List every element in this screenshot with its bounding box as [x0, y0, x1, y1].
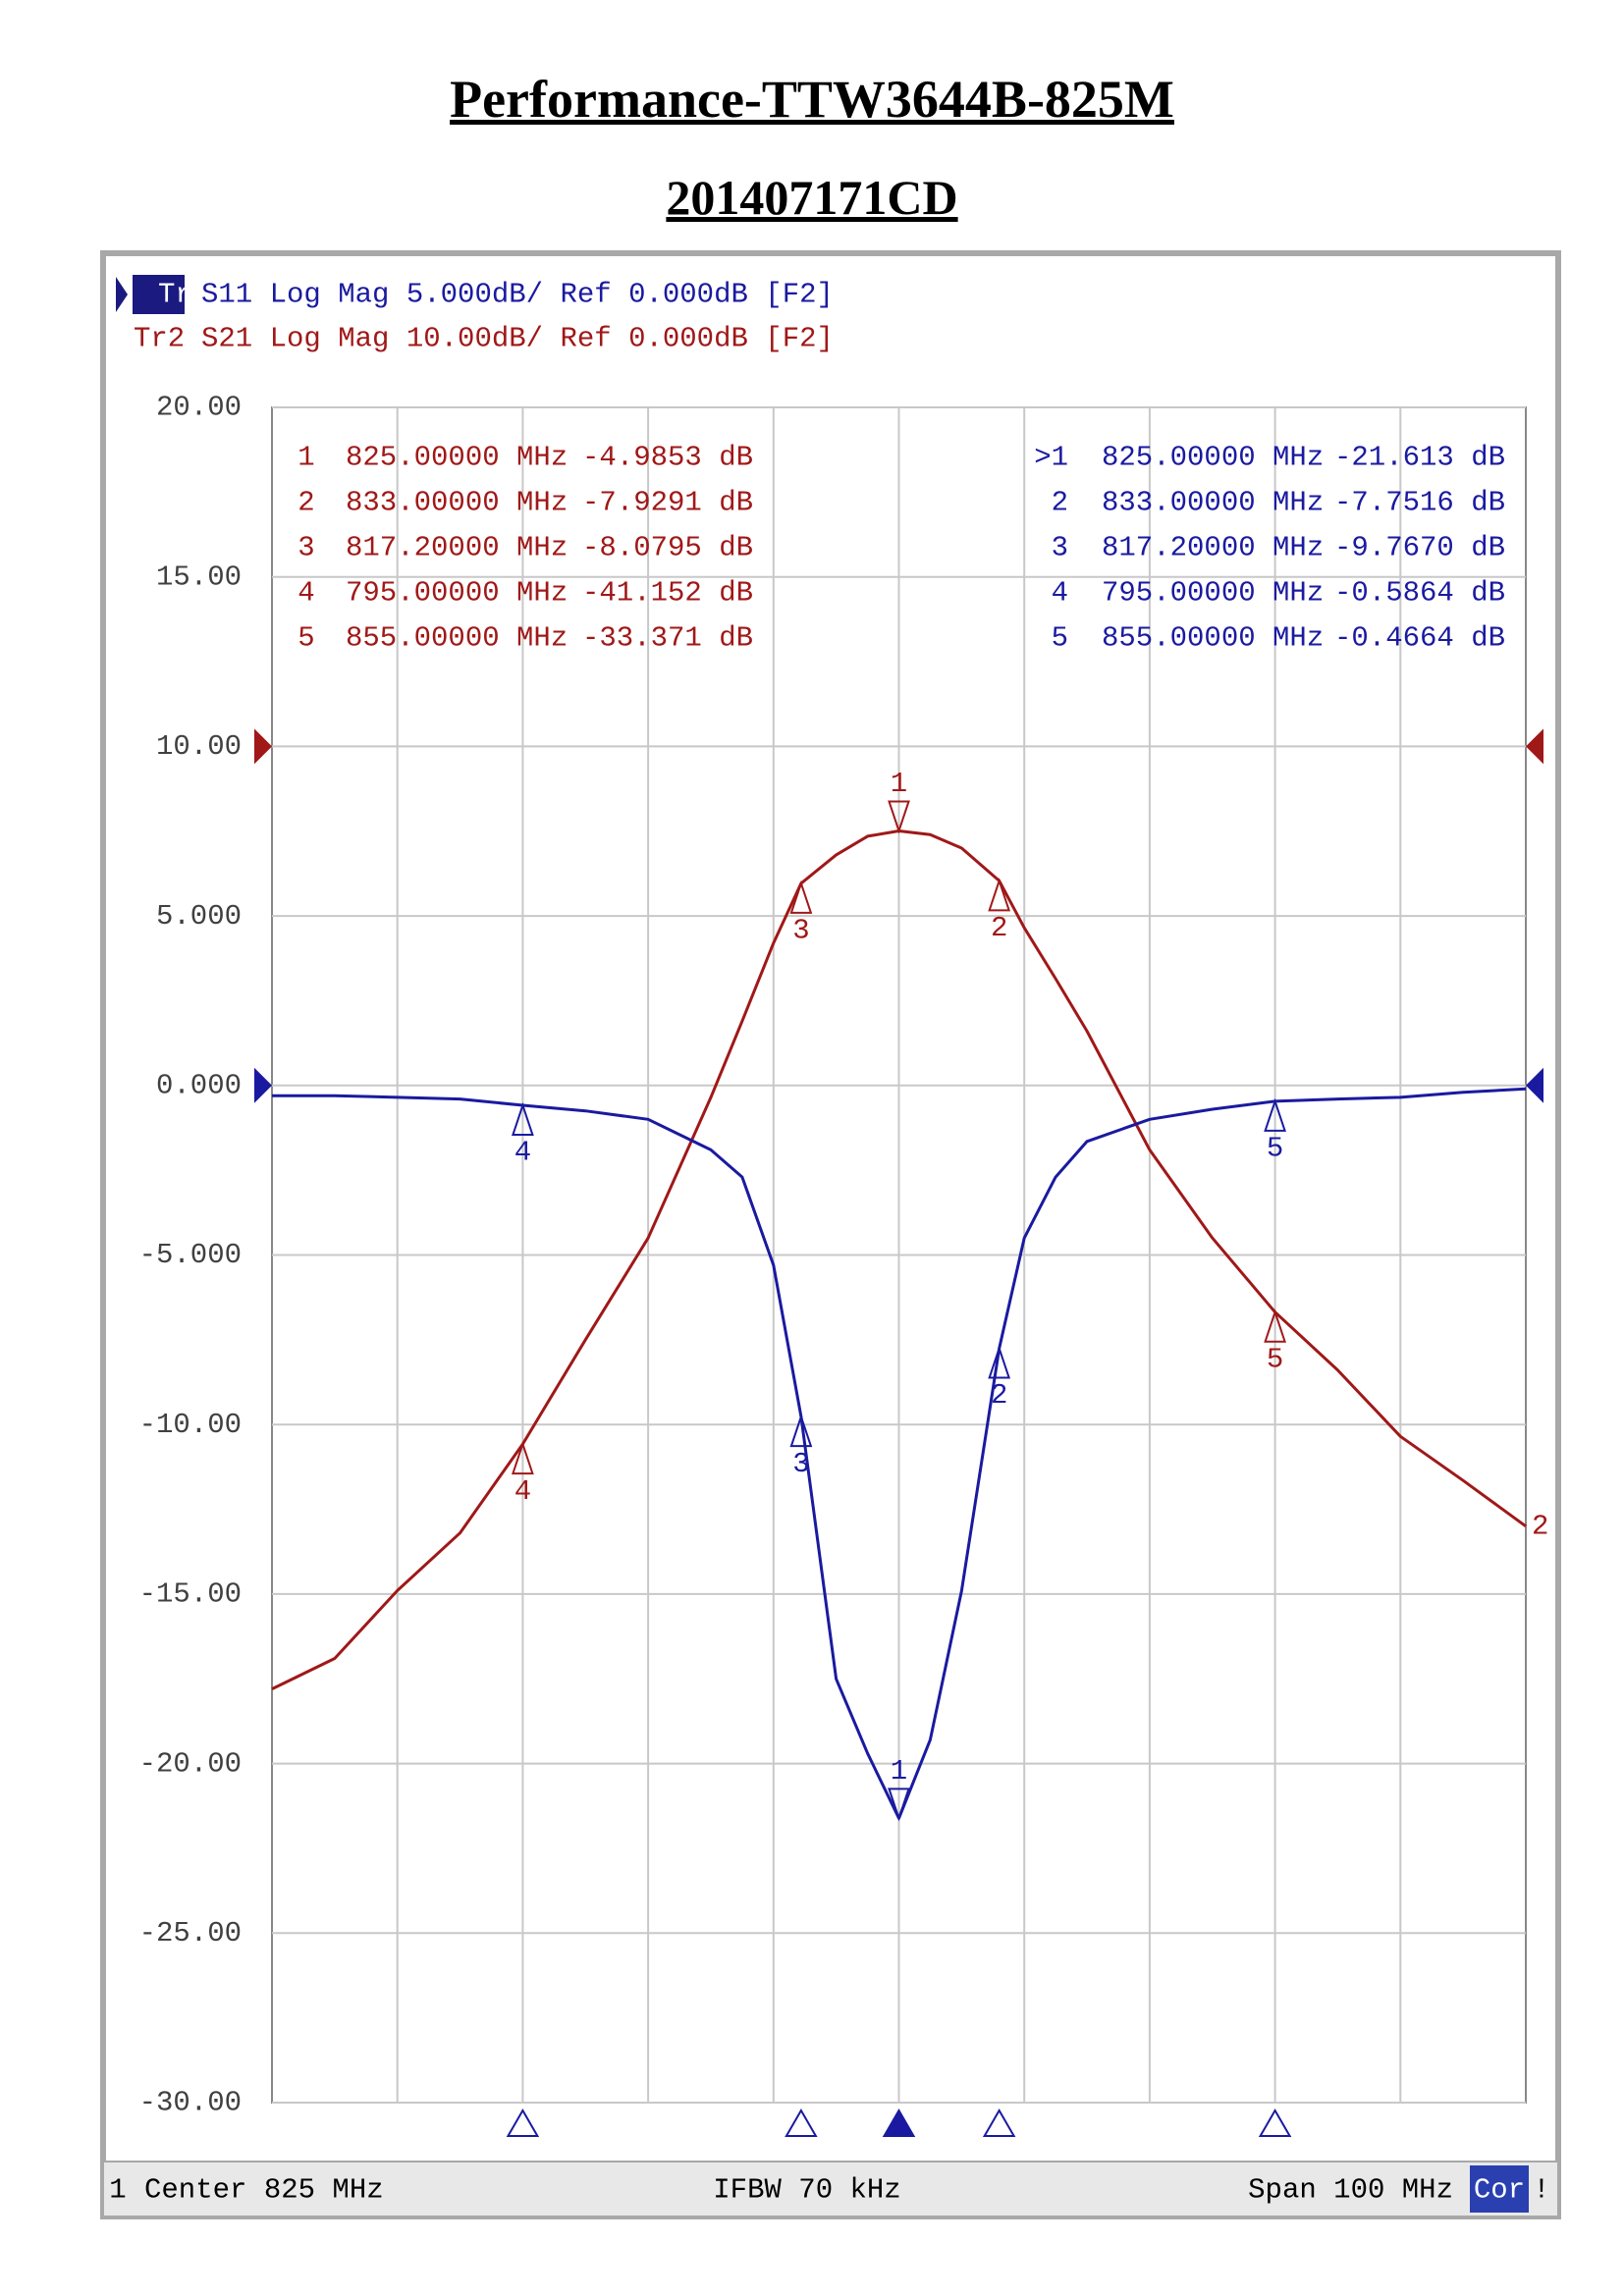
marker-table-value: -7.9291 dB — [582, 487, 753, 519]
trace-description: S11 Log Mag 5.000dB/ Ref 0.000dB [F2] — [201, 279, 834, 311]
marker-table-freq: 795.00000 MHz — [346, 577, 568, 610]
y-tick-label: -10.00 — [139, 1409, 242, 1441]
trace-end-label: 2 — [1532, 1510, 1548, 1542]
marker-table-id: 5 — [298, 622, 314, 655]
marker-table-id: >1 — [1034, 442, 1068, 474]
y-tick-label: -20.00 — [139, 1747, 242, 1780]
marker-table-id: 4 — [1052, 577, 1068, 610]
marker — [512, 1440, 534, 1475]
marker-table-value: -33.371 dB — [582, 622, 753, 655]
marker-table-freq: 855.00000 MHz — [346, 622, 568, 655]
marker-table-value: -7.7516 dB — [1334, 487, 1505, 519]
correction: Cor — [1474, 2174, 1525, 2207]
marker-table-value: -8.0795 dB — [582, 532, 753, 564]
marker-label: 3 — [792, 915, 809, 947]
y-tick-label: -5.000 — [139, 1239, 242, 1271]
marker-label: 5 — [1267, 1133, 1283, 1165]
marker-table-value: -4.9853 dB — [582, 442, 753, 474]
marker-table-value: -0.5864 dB — [1334, 577, 1505, 610]
y-tick-label: 0.000 — [156, 1069, 242, 1101]
marker — [789, 1413, 813, 1448]
marker-label: 2 — [991, 912, 1007, 944]
marker-table-id: 2 — [298, 487, 314, 519]
marker-table-freq: 795.00000 MHz — [1102, 577, 1324, 610]
y-tick-label: 15.00 — [156, 561, 242, 593]
marker — [988, 878, 1011, 912]
marker — [789, 880, 813, 914]
marker-table-id: 3 — [1052, 532, 1068, 564]
ref-marker — [254, 728, 272, 765]
marker-table-id: 4 — [298, 577, 314, 610]
status: ! — [1533, 2174, 1549, 2207]
marker-table-freq: 825.00000 MHz — [346, 442, 568, 474]
marker-label: 3 — [792, 1448, 809, 1480]
marker-label: 1 — [891, 1755, 907, 1788]
y-tick-label: -15.00 — [139, 1578, 242, 1611]
active-trace-box — [133, 275, 185, 314]
marker — [1264, 1308, 1286, 1343]
ref-marker — [1526, 728, 1543, 765]
y-tick-label: 20.00 — [156, 392, 242, 424]
chart-title: Performance-TTW3644B-825M — [450, 70, 1174, 129]
y-tick-label: 5.000 — [156, 900, 242, 933]
marker — [888, 1788, 910, 1822]
marker-table-freq: 833.00000 MHz — [346, 487, 568, 519]
y-tick-label: 10.00 — [156, 730, 242, 763]
marker-table-value: -9.7670 dB — [1334, 532, 1505, 564]
marker-table-id: 5 — [1052, 622, 1068, 655]
marker — [1264, 1097, 1286, 1132]
status-bar — [102, 2161, 1559, 2217]
stimulus-marker — [982, 2108, 1016, 2137]
span: Span 100 MHz — [1248, 2174, 1453, 2207]
marker-table-freq: 855.00000 MHz — [1102, 622, 1324, 655]
trace-name: Tr1 — [158, 279, 209, 311]
y-tick-label: -25.00 — [139, 1917, 242, 1949]
marker-table-freq: 825.00000 MHz — [1102, 442, 1324, 474]
marker-table-value: -0.4664 dB — [1334, 622, 1505, 655]
ifbw: IFBW 70 kHz — [713, 2174, 900, 2207]
marker-table-value: -41.152 dB — [582, 577, 753, 610]
marker-label: 5 — [1267, 1343, 1283, 1375]
marker-table-id: 1 — [298, 442, 314, 474]
chart-subtitle: 201407171CD — [666, 170, 958, 225]
ref-marker — [1526, 1067, 1543, 1103]
ref-marker — [254, 1067, 272, 1103]
marker-table-id: 3 — [298, 532, 314, 564]
marker-label: 2 — [991, 1379, 1007, 1412]
marker-label: 4 — [514, 1475, 531, 1508]
marker-table-value: -21.613 dB — [1334, 442, 1505, 474]
marker-table-freq: 817.20000 MHz — [1102, 532, 1324, 564]
stimulus-marker — [785, 2108, 818, 2137]
stimulus-marker — [506, 2108, 540, 2137]
y-tick-label: -30.00 — [139, 2087, 242, 2119]
cor-box — [1470, 2165, 1529, 2213]
marker-label: 1 — [891, 768, 907, 800]
marker — [988, 1345, 1011, 1379]
marker-table-id: 2 — [1052, 487, 1068, 519]
marker-table-freq: 833.00000 MHz — [1102, 487, 1324, 519]
stimulus-marker — [1258, 2108, 1292, 2137]
marker-table-freq: 817.20000 MHz — [346, 532, 568, 564]
channel: 1 — [109, 2174, 126, 2207]
active-trace-arrow — [116, 277, 128, 312]
center: Center 825 MHz — [144, 2174, 384, 2207]
marker — [888, 800, 910, 834]
marker-label: 4 — [514, 1137, 531, 1169]
marker — [512, 1101, 534, 1137]
stimulus-marker — [882, 2108, 916, 2137]
trace-description: S21 Log Mag 10.00dB/ Ref 0.000dB [F2] — [201, 323, 834, 355]
trace-name: Tr2 — [134, 323, 185, 355]
